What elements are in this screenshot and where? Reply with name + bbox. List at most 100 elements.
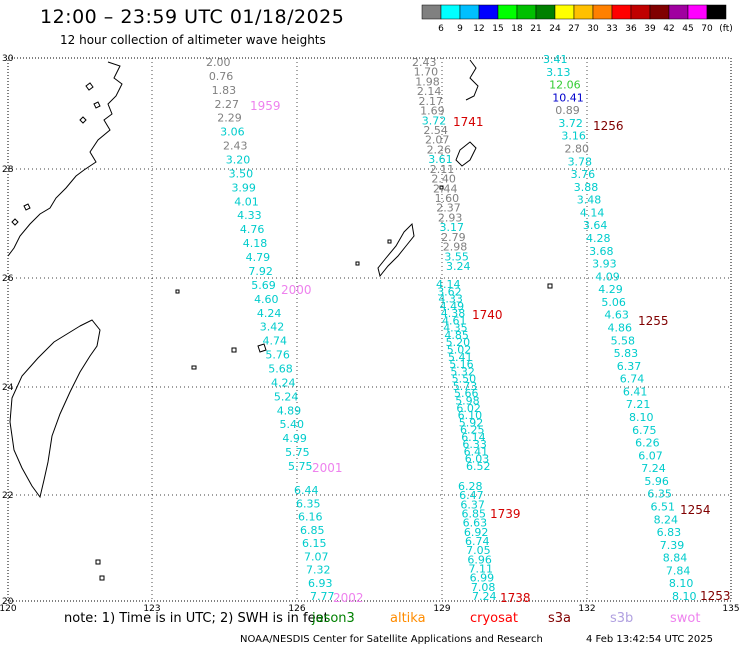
wave-height-reading: 5.73 (453, 380, 478, 393)
wave-height-reading: 5.58 (611, 334, 636, 347)
color-legend: 6 9 12 15 18 21 24 27 30 33 36 39 42 45 70 (ft) (421, 4, 733, 34)
wave-height-reading: 4.33 (438, 293, 463, 306)
wave-height-reading: 4.74 (263, 335, 288, 348)
wave-height-reading: 5.76 (265, 349, 290, 362)
wave-height-reading: 4.01 (234, 195, 259, 208)
wave-height-reading: 6.63 (463, 517, 488, 530)
amami-island (455, 141, 477, 167)
pass-number-label: 2001 (312, 461, 343, 475)
wave-height-reading: 3.42 (260, 321, 285, 334)
mission-altika: altika (390, 611, 426, 626)
wave-height-reading: 2.26 (427, 143, 452, 156)
lon-tick-label: 135 (722, 604, 739, 614)
mission-s3a: s3a (548, 611, 572, 626)
wave-height-reading: 8.24 (654, 513, 679, 526)
wave-height-reading: 3.48 (577, 194, 602, 207)
legend-swatch (706, 4, 727, 20)
wave-height-reading: 10.41 (552, 91, 584, 104)
wave-height-reading: 3.50 (229, 167, 254, 180)
wave-height-reading: 5.40 (280, 418, 305, 431)
wave-height-reading: 6.14 (461, 431, 486, 444)
wave-height-reading: 1.70 (414, 66, 439, 79)
wave-height-reading: 6.03 (465, 453, 490, 466)
legend-label: 45 (682, 24, 693, 34)
wave-height-reading: 3.24 (446, 260, 471, 273)
wave-height-reading: 3.88 (574, 181, 599, 194)
pass-number-label: 1253 (700, 589, 731, 603)
wave-height-reading: 6.74 (465, 535, 490, 548)
footer-note: note: 1) Time is in UTC; 2) SWH is in fe… (64, 611, 329, 626)
wave-height-reading: 4.28 (586, 232, 611, 245)
wave-height-reading: 4.33 (237, 209, 262, 222)
wave-height-reading: 6.75 (632, 424, 657, 437)
wave-height-reading: 2.44 (433, 182, 458, 195)
wave-height-reading: 3.76 (571, 168, 596, 181)
lon-tick-label: 123 (143, 604, 160, 614)
legend-label: 21 (530, 24, 541, 34)
wave-height-reading: 6.33 (462, 438, 487, 451)
wave-height-reading: 3.64 (583, 219, 608, 232)
lat-tick-label: 20 (2, 597, 14, 607)
map-title: 12:00 – 23:59 UTC 01/18/2025 (40, 6, 345, 28)
wave-height-reading: 7.77 (310, 590, 335, 603)
wave-height-reading: 3.72 (558, 117, 583, 130)
wave-height-reading: 6.47 (459, 489, 484, 502)
wave-height-reading: 2.11 (430, 163, 455, 176)
wave-height-reading: 4.24 (257, 307, 282, 320)
legend-label: 70 (701, 24, 713, 34)
wave-height-reading: 6.99 (470, 572, 495, 585)
wave-height-reading: 4.79 (246, 251, 271, 264)
wave-height-reading: 2.40 (431, 173, 456, 186)
wave-height-reading: 3.16 (561, 130, 586, 143)
lat-tick-label: 28 (2, 165, 14, 175)
wave-height-reading: 3.20 (226, 154, 251, 167)
wave-height-reading: 5.50 (452, 373, 477, 386)
lon-tick-label: 132 (578, 604, 595, 614)
pass-number-label: 1255 (638, 314, 669, 328)
wave-height-reading: 6.26 (635, 437, 660, 450)
wave-height-reading: 4.61 (442, 314, 467, 327)
wave-height-reading: 2.98 (443, 241, 468, 254)
wave-height-reading: 7.84 (666, 564, 691, 577)
wave-height-reading: 6.25 (460, 424, 485, 437)
wave-height-reading: 5.32 (450, 365, 475, 378)
wave-height-reading: 7.32 (306, 564, 331, 577)
wave-height-reading: 5.69 (251, 279, 276, 292)
wave-height-reading: 4.29 (598, 283, 623, 296)
wave-height-reading: 7.24 (472, 590, 497, 603)
pass-number-label: 2002 (333, 591, 364, 605)
legend-label: 24 (549, 24, 561, 34)
legend-label: 15 (492, 24, 503, 34)
legend-swatch (592, 4, 613, 20)
legend-swatch (554, 4, 575, 20)
wave-height-reading: 6.02 (456, 402, 481, 415)
wave-height-reading: 2.00 (206, 56, 231, 69)
wave-height-reading: 6.10 (458, 409, 483, 422)
lat-lon-grid (8, 58, 731, 601)
lat-tick-label: 26 (2, 274, 14, 284)
wave-height-reading: 2.54 (423, 124, 448, 137)
wave-height-reading: 8.10 (629, 411, 654, 424)
wave-height-reading: 1.98 (415, 75, 440, 88)
legend-label: 12 (473, 24, 484, 34)
wave-height-reading: 0.89 (555, 104, 580, 117)
wave-height-reading: 6.52 (466, 460, 491, 473)
pass-number-label: 1739 (490, 507, 521, 521)
kyushu-edge (465, 59, 479, 101)
wave-height-reading: 6.16 (298, 511, 323, 524)
legend-label: 18 (511, 24, 523, 34)
wave-height-reading: 3.78 (568, 155, 593, 168)
wave-height-tracks: 2.000.761.832.272.293.062.433.203.503.99… (206, 53, 697, 603)
wave-height-reading: 0.76 (209, 70, 234, 83)
wave-height-reading: 2.14 (417, 85, 442, 98)
wave-height-reading: 4.35 (443, 322, 468, 335)
wave-height-reading: 7.92 (248, 265, 273, 278)
pass-number-label: 1740 (472, 308, 503, 322)
wave-height-reading: 2.43 (412, 56, 437, 69)
china-islets (11, 82, 101, 226)
wave-height-reading: 5.66 (454, 387, 479, 400)
wave-height-reading: 7.11 (469, 563, 494, 576)
lon-tick-label: 120 (0, 604, 17, 614)
okinawa-island (377, 222, 415, 278)
